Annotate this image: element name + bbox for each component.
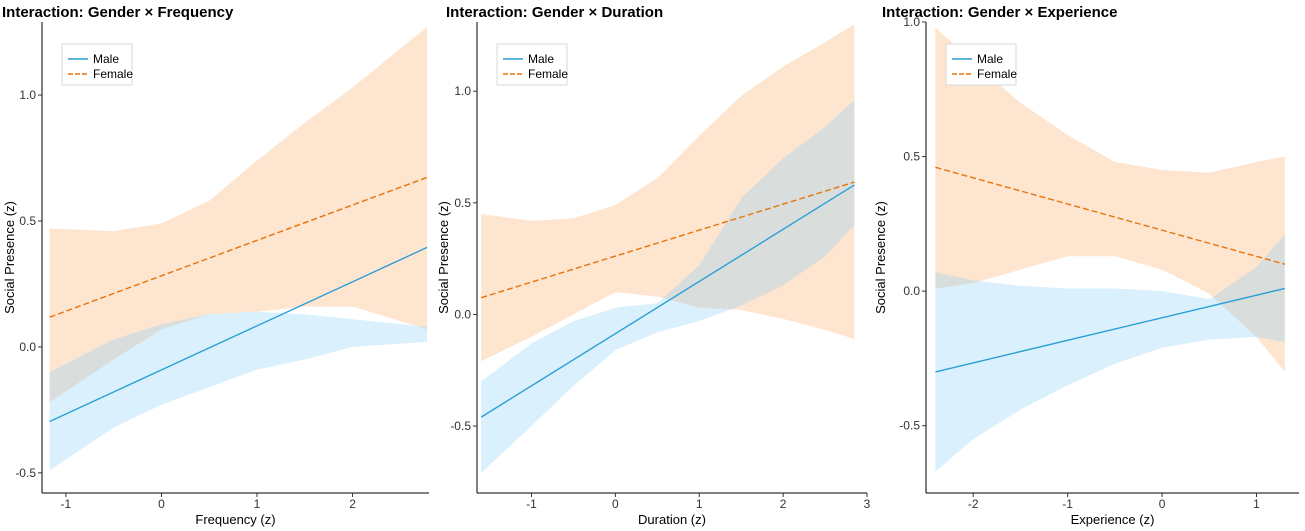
legend-label-female: Female: [977, 67, 1017, 81]
x-tick-label: 2: [780, 497, 787, 511]
y-tick-label: 0.0: [903, 284, 920, 298]
x-axis-title: Experience (z): [1071, 512, 1155, 527]
y-tick-label: -0.5: [450, 419, 471, 433]
y-axis-title: Social Presence (z): [436, 201, 451, 314]
x-tick-label: 0: [158, 497, 165, 511]
y-tick-label: -0.5: [15, 466, 36, 480]
legend-box: [945, 43, 1017, 86]
y-tick-label: -0.5: [899, 419, 920, 433]
legend-box: [496, 43, 568, 86]
chart-panel-2: Interaction: Gender × Duration -0.5 0.0 0.5…: [436, 4, 871, 527]
y-tick-label: 1.0: [454, 84, 471, 98]
chart-panel-1: Interaction: Gender × Frequency -0.5 0.0 0.…: [2, 4, 429, 527]
male-fit-line: [935, 287, 1285, 373]
female-confidence-band: [481, 24, 855, 362]
legend-label-male: Male: [93, 52, 119, 66]
y-axis-title: Social Presence (z): [2, 201, 17, 314]
y-tick-label: 0.5: [903, 150, 920, 164]
male-fit-line: [480, 184, 855, 418]
x-tick-label: -1: [61, 497, 72, 511]
male-confidence-band: [481, 100, 855, 473]
chart-title: Interaction: Gender × Duration: [446, 4, 663, 21]
x-tick-label: 0: [1159, 497, 1166, 511]
y-tick-label: 0.5: [454, 196, 471, 210]
female-fit-line: [480, 181, 855, 299]
x-tick-label: 0: [612, 497, 619, 511]
x-tick-label: -1: [1062, 497, 1073, 511]
female-fit-line: [49, 176, 428, 318]
female-fit-line: [935, 166, 1286, 265]
y-tick-label: 0.0: [454, 307, 471, 321]
y-axis-title: Social Presence (z): [873, 201, 888, 314]
y-tick-label: 1.0: [903, 15, 920, 29]
male-confidence-band: [49, 311, 428, 471]
x-tick-label: 2: [349, 497, 356, 511]
legend-box: [61, 43, 133, 86]
chart-title: Interaction: Gender × Experience: [882, 4, 1118, 21]
x-tick-label: -2: [968, 497, 979, 511]
chart-title: Interaction: Gender × Frequency: [2, 4, 234, 21]
x-axis-title: Frequency (z): [195, 512, 275, 527]
x-tick-label: 1: [1253, 497, 1260, 511]
x-tick-label: 1: [696, 497, 703, 511]
x-axis-title: Duration (z): [638, 512, 706, 527]
legend-label-female: Female: [528, 67, 568, 81]
y-tick-label: 0.5: [19, 214, 36, 228]
female-confidence-band: [935, 27, 1285, 372]
female-confidence-band: [49, 27, 428, 403]
x-tick-label: 1: [254, 497, 261, 511]
y-tick-label: 1.0: [19, 88, 36, 102]
legend-label-female: Female: [93, 67, 133, 81]
chart-panel-3: Interaction: Gender × Experience -0.5 0.0 0…: [873, 4, 1299, 527]
x-tick-label: 3: [864, 497, 871, 511]
legend-label-male: Male: [528, 52, 554, 66]
legend-label-male: Male: [977, 52, 1003, 66]
x-tick-label: -1: [526, 497, 537, 511]
y-tick-label: 0.0: [19, 340, 36, 354]
male-confidence-band: [935, 234, 1285, 472]
male-fit-line: [49, 246, 428, 423]
